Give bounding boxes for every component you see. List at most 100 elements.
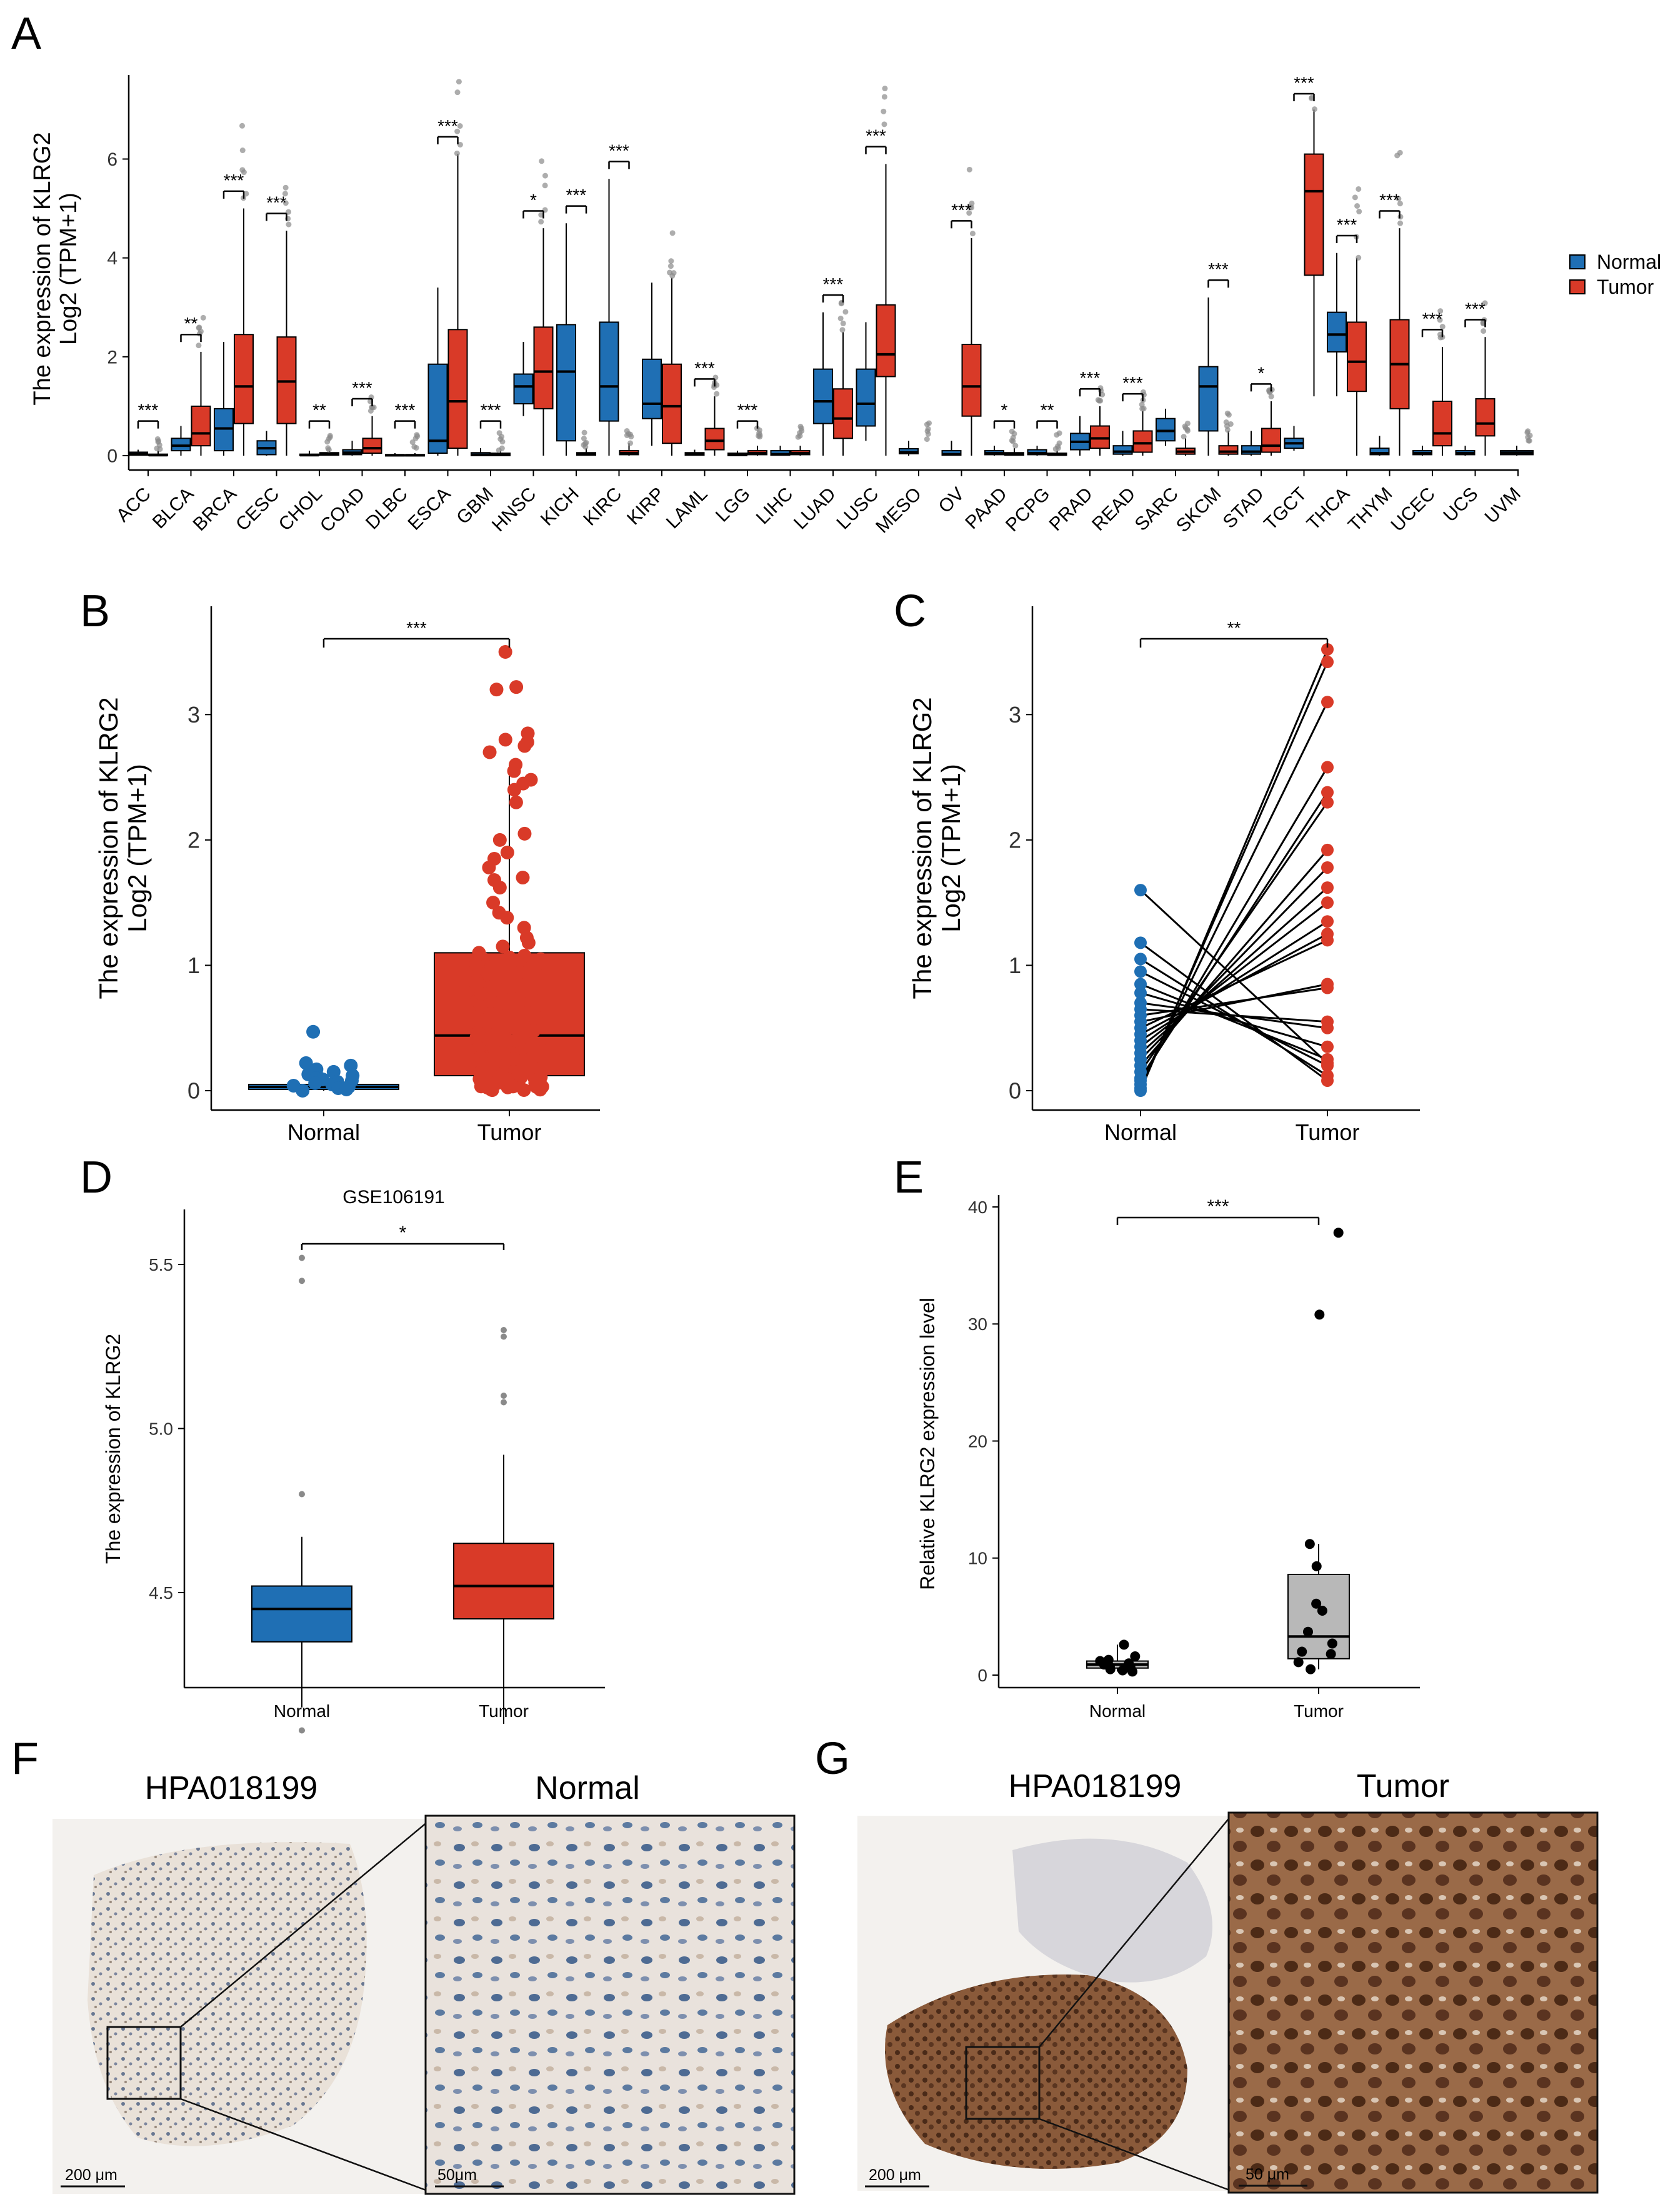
outlier-point xyxy=(840,320,846,326)
outlier-point xyxy=(627,440,634,446)
outlier-point xyxy=(243,191,249,197)
outlier-point xyxy=(967,204,973,211)
point-tumor xyxy=(1321,643,1334,656)
significance-label: ** xyxy=(184,314,198,333)
x-tick-label-pcpg: PCPG xyxy=(1002,484,1054,536)
box-tumor-ucec-box xyxy=(1432,401,1452,447)
outlier-point xyxy=(839,327,846,333)
point-normal xyxy=(1119,1639,1129,1650)
x-tick-label-stad: STAD xyxy=(1219,484,1268,533)
significance-label: *** xyxy=(1422,309,1443,328)
point-normal xyxy=(1117,1665,1128,1676)
panel-g-scale-main: 200 μm xyxy=(869,2166,921,2184)
point-normal xyxy=(339,1082,354,1096)
point-tumor-outlier xyxy=(509,680,524,694)
point-normal xyxy=(1134,936,1147,949)
panel-f-antibody-label: HPA018199 xyxy=(145,1770,318,1806)
y-tick-label: 4.5 xyxy=(149,1583,173,1603)
point-tumor xyxy=(472,946,486,960)
y-tick-label: 5.0 xyxy=(149,1419,173,1438)
box-normal-hnsc-box xyxy=(513,373,534,404)
outlier-point xyxy=(926,420,932,426)
outlier-point xyxy=(1482,300,1488,306)
x-tick-label-dlbc: DLBC xyxy=(362,484,412,534)
x-tick-label-thca: THCA xyxy=(1303,484,1354,534)
point-tumor xyxy=(1321,696,1334,709)
outlier-tumor xyxy=(501,1399,507,1406)
significance-label: * xyxy=(1258,363,1265,383)
point-tumor xyxy=(491,1033,506,1047)
panel-b-boxplot: 0 1 2 3 The expression of KLRG2 Log2 (TPM+1) N… xyxy=(94,606,600,1145)
panel-d-gse106191-boxplot: 4.5 5.0 5.5 GSE106191 The expression of KLRG… xyxy=(102,1187,605,1734)
outlier-point xyxy=(1055,445,1061,451)
y-axis-label-line1: The expression of KLRG2 xyxy=(94,697,123,999)
point-normal xyxy=(1134,965,1147,978)
outlier-point xyxy=(1269,386,1275,393)
box-tumor-luad-box xyxy=(833,388,853,439)
pair-line xyxy=(1140,992,1328,1048)
outlier-point xyxy=(1525,428,1531,434)
point-tumor xyxy=(1306,1664,1316,1674)
significance-label: ** xyxy=(312,401,326,420)
box-normal-skcm-box xyxy=(1198,366,1219,432)
outlier-point xyxy=(1397,220,1404,226)
point-normal xyxy=(1127,1666,1138,1677)
significance-label: *** xyxy=(481,401,501,420)
outlier-point xyxy=(628,434,634,440)
point-tumor xyxy=(512,965,527,979)
outlier-point xyxy=(454,89,461,96)
box-normal-kirc-box xyxy=(599,321,619,422)
outlier-point xyxy=(282,184,289,191)
box-tumor-tgct-box xyxy=(1304,153,1324,276)
outlier-point xyxy=(1397,201,1403,207)
y-tick-label: 1 xyxy=(1009,953,1021,978)
outlier-point xyxy=(157,446,163,453)
point-tumor xyxy=(1321,786,1334,799)
box-tumor-ucs-box xyxy=(1475,398,1496,437)
point-tumor xyxy=(1327,1638,1337,1649)
x-tick-label-laml: LAML xyxy=(662,484,712,533)
point-tumor-outlier xyxy=(498,645,512,659)
panel-d-title: GSE106191 xyxy=(342,1187,444,1208)
outlier-point xyxy=(1184,426,1191,433)
outlier-point xyxy=(154,436,161,442)
panel-f-zoom-box xyxy=(106,2026,182,2100)
pair-line xyxy=(1139,849,1329,1066)
point-tumor xyxy=(517,948,532,963)
outlier-tumor xyxy=(501,1393,507,1399)
point-tumor xyxy=(487,983,502,997)
point-tumor xyxy=(1321,896,1334,909)
outlier-point xyxy=(966,166,972,173)
y-tick-label: 40 xyxy=(968,1198,987,1217)
point-tumor xyxy=(515,1054,529,1068)
panel-letter-b: B xyxy=(80,586,110,636)
outlier-point xyxy=(196,343,202,349)
pair-line xyxy=(1140,958,1328,1077)
outlier-point xyxy=(1184,420,1191,426)
y-tick-label: 2 xyxy=(107,347,117,368)
point-tumor-outlier xyxy=(492,881,507,895)
outlier-normal xyxy=(299,1278,305,1284)
outlier-point xyxy=(669,230,676,236)
x-tick-label-skcm: SKCM xyxy=(1172,484,1226,537)
outlier-point xyxy=(667,263,674,269)
significance-label: *** xyxy=(1337,215,1357,234)
outlier-normal xyxy=(299,1727,305,1734)
outlier-point xyxy=(669,273,676,279)
x-tick-label-tumor: Tumor xyxy=(1296,1119,1360,1145)
point-tumor-outlier xyxy=(498,733,512,747)
point-normal xyxy=(1134,986,1147,999)
outlier-point xyxy=(842,309,849,315)
x-tick-label-meso: MESO xyxy=(872,484,926,538)
point-tumor xyxy=(476,1076,490,1091)
y-tick-label: 1 xyxy=(187,953,200,978)
y-tick-label: 3 xyxy=(187,702,200,728)
box-tumor-ov-box xyxy=(961,344,982,417)
panel-f-zoom-image xyxy=(424,1814,796,2195)
point-tumor xyxy=(500,965,514,979)
point-tumor xyxy=(1333,1228,1344,1238)
outlier-point xyxy=(1097,398,1104,404)
outlier-point xyxy=(197,328,204,334)
point-tumor-outlier xyxy=(482,860,496,874)
point-tumor xyxy=(1321,915,1334,928)
